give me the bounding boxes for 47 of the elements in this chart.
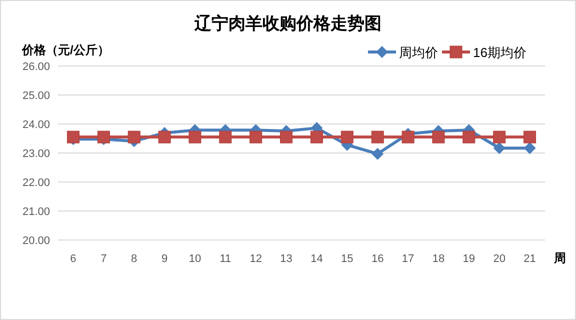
- x-tick-label: 6: [70, 253, 76, 265]
- y-tick-label: 22.00: [22, 177, 50, 189]
- point: [402, 130, 414, 144]
- point: [128, 130, 140, 144]
- x-tick-label: 20: [493, 253, 506, 265]
- x-tick-label: 17: [402, 253, 414, 265]
- point: [280, 130, 293, 144]
- point: [158, 130, 171, 144]
- x-tick-label: 12: [250, 253, 262, 265]
- y-tick-label: 21.00: [22, 206, 50, 218]
- point: [219, 130, 232, 144]
- ylabel: 价格（元/公斤）: [22, 43, 110, 57]
- point: [188, 130, 202, 144]
- x-tick-label: 9: [161, 253, 168, 265]
- legend-label: 16期均价: [473, 45, 526, 60]
- point: [462, 130, 476, 144]
- point: [250, 130, 262, 144]
- title: 辽宁肉羊收购价格走势图: [194, 14, 382, 33]
- y-tick-label: 23.00: [22, 148, 50, 160]
- x-tick-label: 14: [310, 253, 323, 265]
- x-tick-label: 11: [220, 253, 232, 265]
- point: [371, 130, 384, 144]
- x-tick-label: 10: [188, 253, 202, 265]
- x-tick-label: 16: [371, 253, 384, 265]
- point: [97, 130, 110, 144]
- x-tick-label: 13: [280, 253, 292, 265]
- legend-label: 周均价: [399, 45, 438, 60]
- point: [432, 130, 445, 144]
- point: [340, 130, 354, 144]
- x-tick-label: 8: [131, 253, 138, 265]
- y-tick-label: 26.00: [22, 61, 50, 73]
- x-tick-label: 19: [462, 253, 476, 265]
- y-tick-label: 25.00: [22, 90, 50, 102]
- point: [310, 130, 323, 144]
- point: [66, 130, 80, 144]
- xlabel: 周: [554, 251, 566, 265]
- x-tick-label: 7: [100, 253, 107, 265]
- y-tick-label: 24.00: [22, 119, 50, 131]
- point: [372, 148, 384, 160]
- x-tick-label: 21: [524, 253, 536, 265]
- x-tick-label: 15: [341, 253, 354, 265]
- point: [493, 142, 506, 154]
- y-tick-label: 20.00: [22, 235, 50, 247]
- point: [524, 142, 536, 154]
- point: [524, 130, 536, 144]
- x-tick-label: 18: [432, 253, 445, 265]
- point: [493, 130, 506, 144]
